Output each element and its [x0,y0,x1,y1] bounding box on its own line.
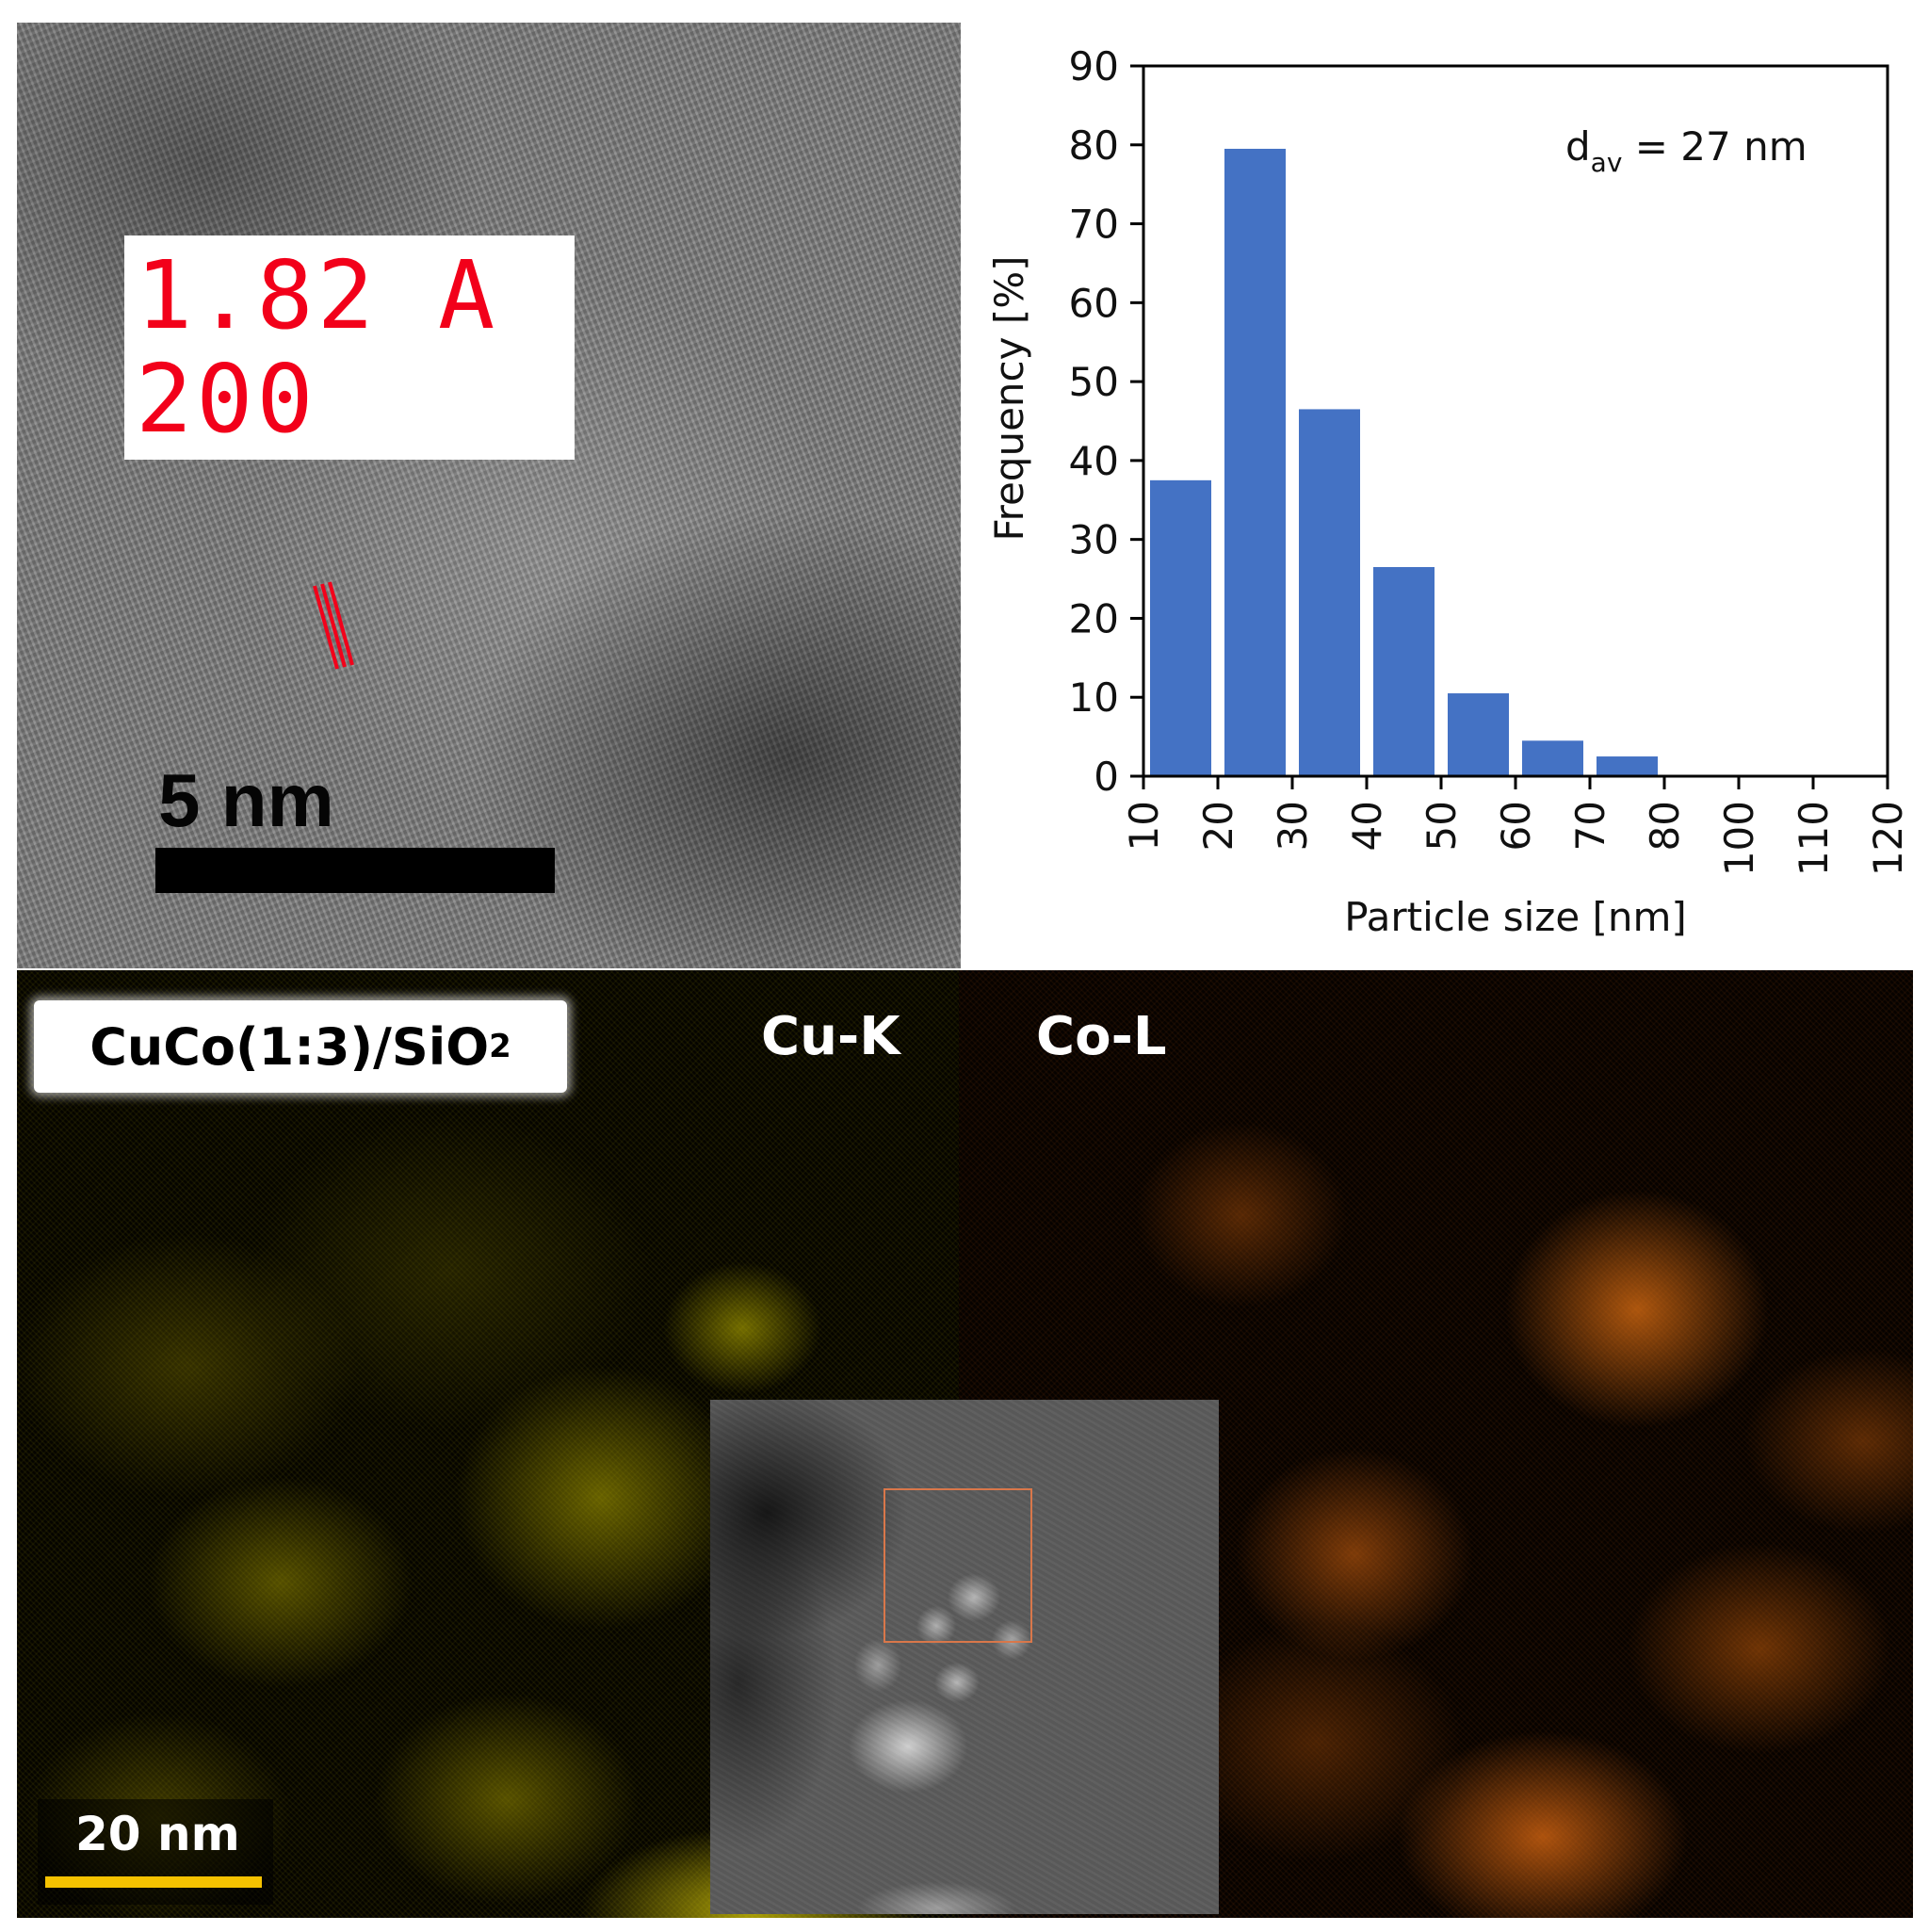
x-tick-label: 100 [1716,801,1762,876]
lattice-fringe-marker [313,581,354,670]
x-tick-label: 70 [1567,801,1613,851]
x-tick-label: 50 [1418,801,1465,851]
y-axis-label: Frequency [%] [986,255,1032,541]
particle-size-histogram: 0 10 20 30 40 50 60 70 80 90 10 20 30 40 50 60 70 80 100 1… [961,23,1912,965]
y-tick-label: 10 [1069,674,1119,721]
lattice-spacing-label: 1.82 A [136,240,499,350]
average-size-annotation: dav = 27 nm [1565,123,1807,178]
co-map-title: Co-L [1036,1006,1167,1067]
scale-bar [155,848,555,893]
x-tick-label: 60 [1493,801,1539,851]
cu-k-map [17,970,959,1918]
y-tick-label: 90 [1069,43,1119,89]
histogram-bar [1224,148,1286,776]
x-tick-label: 40 [1344,801,1390,851]
y-tick-label: 30 [1069,517,1119,563]
y-tick-label: 0 [1094,754,1119,800]
x-tick-label: 80 [1642,801,1688,851]
eds-scale-bar [45,1876,262,1888]
y-tick-label: 40 [1069,438,1119,484]
x-tick-label: 110 [1791,801,1837,876]
y-tick-label: 20 [1069,595,1119,641]
sample-label: CuCo(1:3)/SiO 2 [34,1000,567,1093]
scale-bar-label: 5 nm [158,758,334,842]
eds-scale-bar-label: 20 nm [75,1807,240,1861]
histogram-bar [1299,409,1360,776]
x-tick-label: 20 [1195,801,1241,851]
y-tick-label: 60 [1069,280,1119,326]
x-axis-label: Particle size [nm] [1344,894,1687,940]
lattice-label-box: 1.82 A 200 [124,235,575,460]
sample-label-subscript: 2 [489,1028,511,1065]
x-tick-label: 30 [1270,801,1316,851]
y-tick-label: 50 [1069,359,1119,405]
histogram-bar [1597,756,1658,776]
sample-label-text: CuCo(1:3)/SiO [89,1016,490,1077]
histogram-bar [1448,693,1509,776]
region-of-interest-box [883,1488,1032,1643]
plane-index-label: 200 [136,344,317,454]
histogram-bar [1373,566,1435,776]
haadf-inset-image [710,1400,1219,1914]
histogram-bar [1522,740,1583,776]
x-tick-label: 10 [1121,801,1167,851]
y-tick-label: 80 [1069,122,1119,169]
y-tick-label: 70 [1069,202,1119,248]
histogram-bar [1150,479,1211,776]
hrtem-image: 1.82 A 200 5 nm [17,23,961,968]
x-tick-label: 120 [1865,801,1911,876]
cu-map-title: Cu-K [761,1006,900,1067]
eds-map-panel: CuCo(1:3)/SiO 2 Cu-K Co-L 20 nm [17,970,1913,1918]
